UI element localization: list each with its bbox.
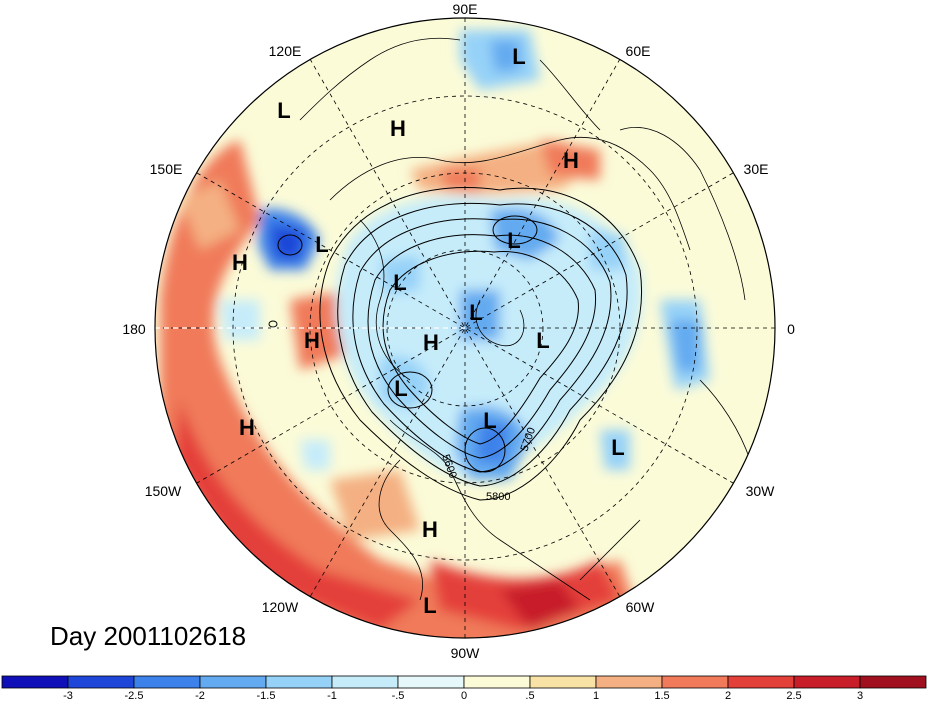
low-marker: L (393, 270, 406, 295)
colorbar-swatch (859, 675, 927, 689)
lon-label-150e: 150E (150, 161, 183, 177)
contour-label-5800: 5800 (486, 491, 510, 503)
low-marker: L (394, 376, 407, 401)
high-marker: H (422, 517, 438, 542)
lon-label-30e: 30E (744, 161, 769, 177)
high-marker: H (390, 116, 406, 141)
colorbar-swatch (199, 675, 267, 689)
colorbar-tick-label: -3 (63, 690, 73, 702)
low-marker: L (469, 300, 482, 325)
low-marker: L (483, 408, 496, 433)
map-border (154, 17, 776, 639)
colorbar-swatch (397, 675, 465, 689)
low-marker: L (315, 232, 328, 257)
colorbar-tick-label: -1.5 (257, 690, 276, 702)
colorbar-swatch (463, 675, 531, 689)
colorbar-swatch (133, 675, 201, 689)
colorbar-tick-label: 2 (725, 690, 731, 702)
low-marker: L (277, 98, 290, 123)
coastlines (299, 37, 751, 601)
lon-label-90w: 90W (451, 645, 481, 661)
lon-label-0: 0 (787, 321, 795, 337)
colorbar-tick-label: 0 (461, 690, 467, 702)
colorbar-tick-label: -2 (195, 690, 205, 702)
colorbar-tick-label: 1.5 (654, 690, 669, 702)
high-marker: H (232, 250, 248, 275)
low-marker: L (611, 435, 624, 460)
graticule (155, 18, 775, 638)
lon-label-180: 180 (122, 321, 146, 337)
colorbar-tick-label: 1 (593, 690, 599, 702)
lon-label-120w: 120W (262, 599, 299, 615)
lon-label-60e: 60E (626, 43, 651, 59)
colorbar: -3 -2.5 -2 -1.5 -1 -.5 0 .5 1 1.5 2 2.5 3 (1, 675, 927, 702)
colorbar-swatch (265, 675, 333, 689)
lon-label-150w: 150W (145, 483, 182, 499)
colorbar-tick-label: -.5 (392, 690, 405, 702)
low-marker: L (423, 593, 436, 618)
pressure-markers: L H L H H L L H L L H L L H H L L (232, 44, 625, 542)
lon-label-90e: 90E (453, 1, 478, 17)
high-marker: H (423, 330, 439, 355)
high-marker: H (239, 415, 255, 440)
colorbar-swatch (595, 675, 663, 689)
colorbar-swatch (793, 675, 861, 689)
high-marker: H (304, 328, 320, 353)
longitude-labels: 90E 60E 30E 0 30W 60W 90W 120W 150W 180 … (122, 1, 795, 661)
low-marker: L (536, 328, 549, 353)
colorbar-tick-label: 3 (857, 690, 863, 702)
colorbar-tick-label: -1 (327, 690, 337, 702)
low-marker: L (512, 44, 525, 69)
high-marker: H (563, 148, 579, 173)
low-marker: L (507, 228, 520, 253)
colorbar-tick-label: 2.5 (786, 690, 801, 702)
colorbar-swatch (1, 675, 69, 689)
colorbar-swatch (529, 675, 597, 689)
colorbar-tick-label: .5 (525, 690, 534, 702)
colorbar-swatch (661, 675, 729, 689)
colorbar-swatch (67, 675, 135, 689)
height-contours (268, 187, 642, 501)
lon-label-120e: 120E (269, 43, 302, 59)
colorbar-swatch (727, 675, 795, 689)
colorbar-swatch (331, 675, 399, 689)
colorbar-tick-label: -2.5 (125, 690, 144, 702)
lon-label-30w: 30W (746, 483, 776, 499)
date-label: Day 2001102618 (50, 621, 246, 651)
lon-label-60w: 60W (626, 599, 656, 615)
